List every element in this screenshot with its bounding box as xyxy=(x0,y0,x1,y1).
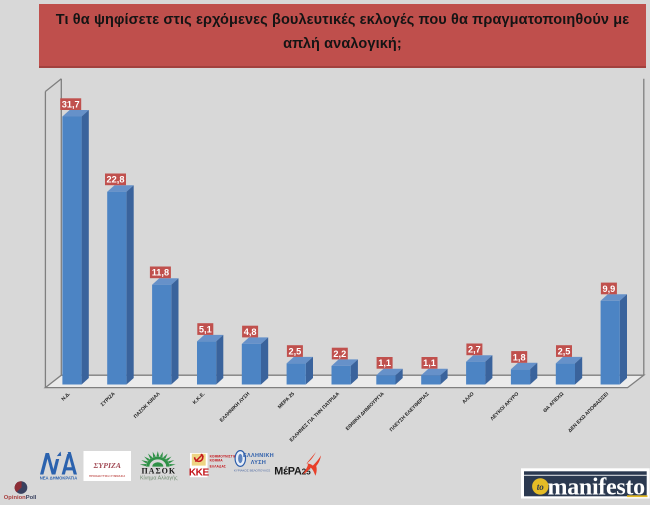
svg-text:1,1: 1,1 xyxy=(423,358,436,368)
svg-text:2,5: 2,5 xyxy=(289,346,302,356)
svg-text:to: to xyxy=(537,482,545,492)
svg-text:1,1: 1,1 xyxy=(378,358,391,368)
svg-text:OpinionPoll: OpinionPoll xyxy=(4,495,37,501)
svg-text:ΛΥΣΗ: ΛΥΣΗ xyxy=(251,460,266,466)
svg-text:ΣΥΡΙΖΑ: ΣΥΡΙΖΑ xyxy=(93,461,121,470)
svg-text:2,2: 2,2 xyxy=(333,349,346,359)
svg-text:31,7: 31,7 xyxy=(62,100,80,110)
svg-text:22,8: 22,8 xyxy=(107,175,125,185)
svg-text:ΕΛΛΗΝΙΚΗ: ΕΛΛΗΝΙΚΗ xyxy=(243,453,274,459)
svg-text:ΠΑΣΟΚ: ΠΑΣΟΚ xyxy=(141,467,176,476)
svg-text:ΚΥΡΙΑΚΟΣ ΒΕΛΟΠΟΥΛΟΣ: ΚΥΡΙΑΚΟΣ ΒΕΛΟΠΟΥΛΟΣ xyxy=(234,469,271,473)
svg-text:ΚΟΜΜΑ: ΚΟΜΜΑ xyxy=(210,459,224,463)
svg-text:ΝΕΑ ΔΗΜΟΚΡΑΤΙΑ: ΝΕΑ ΔΗΜΟΚΡΑΤΙΑ xyxy=(40,475,78,480)
svg-text:11,8: 11,8 xyxy=(152,268,169,278)
svg-text:ΚΟΜΜΟΥΝΙΣΤΙΚΟ: ΚΟΜΜΟΥΝΙΣΤΙΚΟ xyxy=(210,455,240,459)
svg-text:ΕΛΛΑΔΑΣ: ΕΛΛΑΔΑΣ xyxy=(210,464,226,468)
svg-text:1,8: 1,8 xyxy=(513,352,526,362)
svg-text:2,5: 2,5 xyxy=(558,346,571,356)
svg-text:Ν.Δ.: Ν.Δ. xyxy=(61,391,73,403)
svg-text:4,8: 4,8 xyxy=(244,327,257,337)
svg-text:ΠΡΟΟΔΕΥΤΙΚΗ ΣΥΜΜΑΧΙΑ: ΠΡΟΟΔΕΥΤΙΚΗ ΣΥΜΜΑΧΙΑ xyxy=(89,475,125,478)
svg-text:2,7: 2,7 xyxy=(468,345,481,355)
svg-text:9,9: 9,9 xyxy=(603,284,616,294)
svg-text:ΚΚΕ: ΚΚΕ xyxy=(189,468,210,479)
svg-text:Κίνημα Αλλαγής: Κίνημα Αλλαγής xyxy=(140,474,178,481)
svg-text:5,1: 5,1 xyxy=(199,324,212,334)
